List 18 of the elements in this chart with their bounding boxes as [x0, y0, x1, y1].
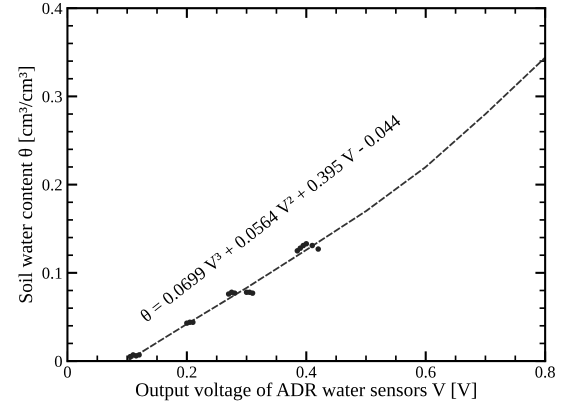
y-tick-label: 0.2	[42, 179, 62, 191]
y-axis-title: Soil water content θ [cm³/cm³]	[18, 67, 35, 302]
point	[136, 352, 142, 358]
y-tick-label: 0.1	[42, 268, 62, 279]
y-tick-label: 0.4	[42, 2, 62, 14]
y-tick-label: 0.3	[42, 91, 62, 102]
point	[250, 290, 256, 296]
x-axis-title: Output voltage of ADR water sensors V [V]	[136, 382, 476, 400]
x-tick-label: 0.8	[535, 366, 555, 378]
point	[304, 240, 310, 247]
y-tick-label: 0	[54, 356, 62, 368]
x-tick-label: 0.4	[296, 366, 316, 378]
x-tick-label: 0.6	[416, 366, 436, 378]
point	[309, 242, 316, 248]
x-tick-label: 0	[64, 366, 71, 378]
line-series	[126, 56, 546, 362]
x-tick-label: 0.2	[177, 366, 196, 378]
point	[315, 246, 322, 252]
